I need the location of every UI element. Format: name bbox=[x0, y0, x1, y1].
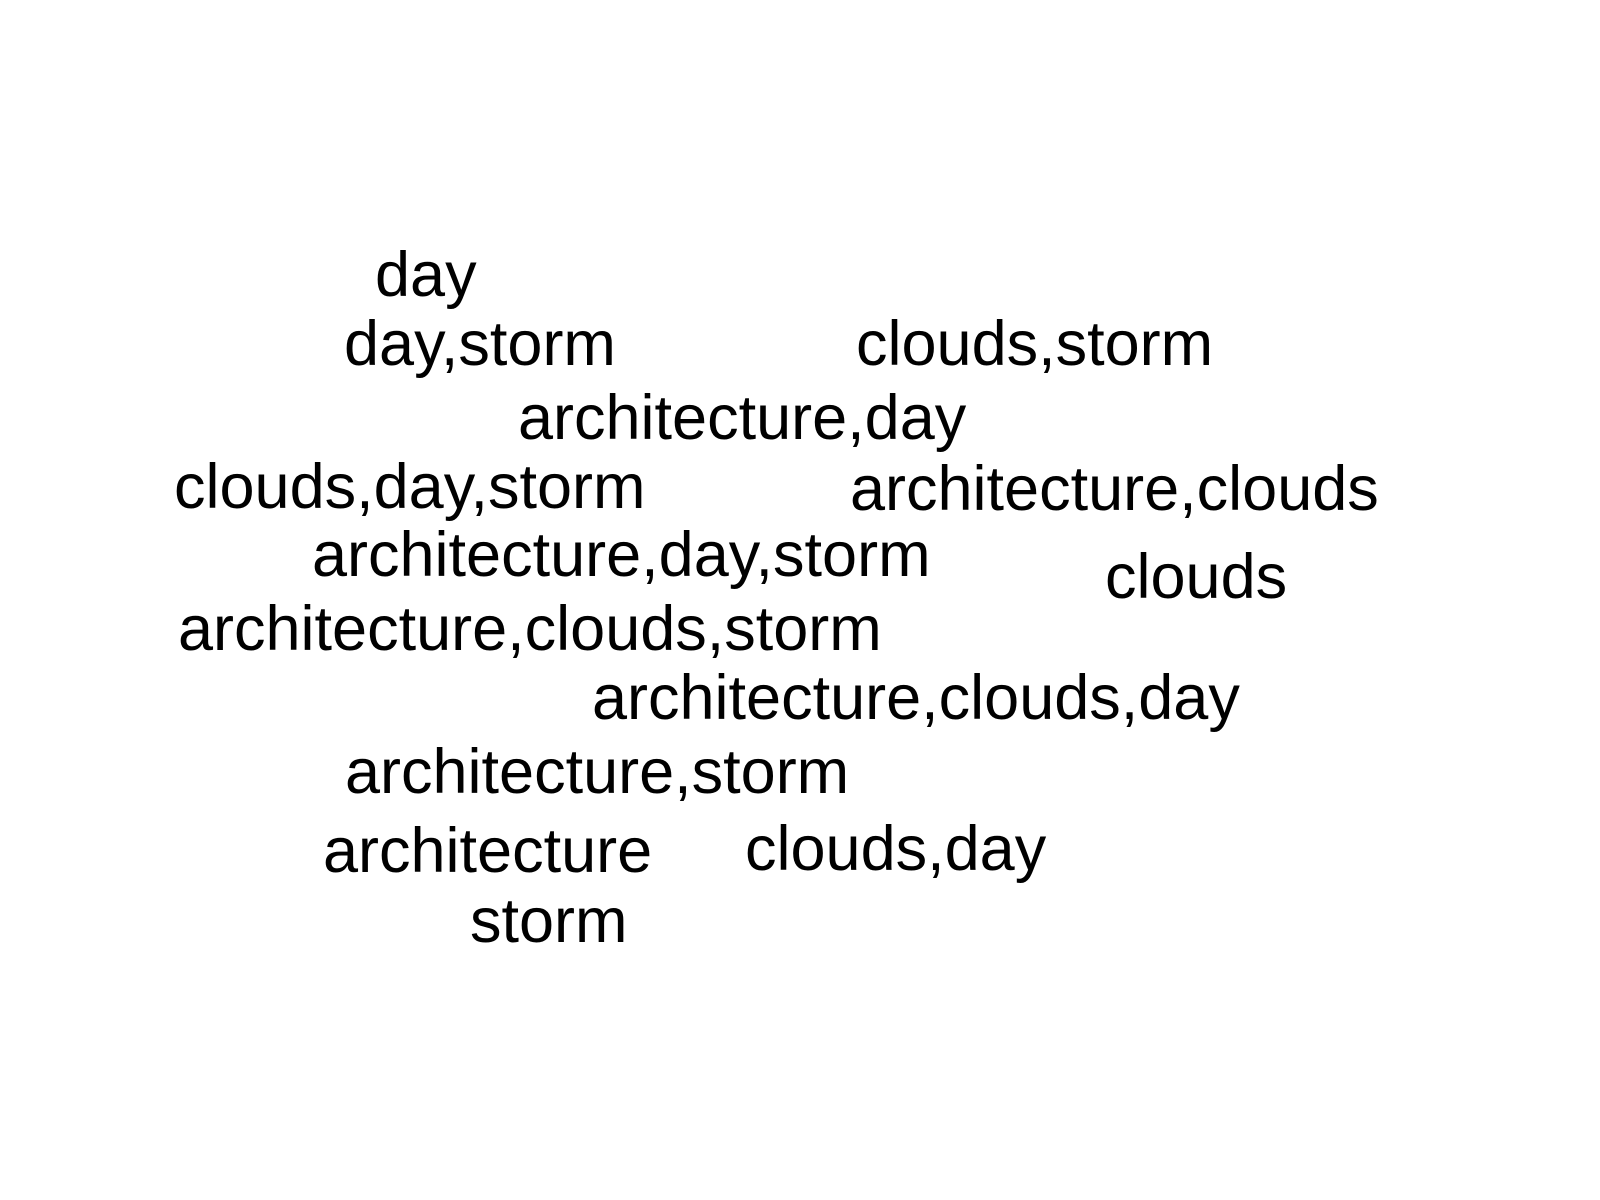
word-architecture-day-storm: architecture,day,storm bbox=[312, 520, 931, 590]
word-architecture-clouds: architecture,clouds bbox=[850, 454, 1379, 524]
word-clouds-day: clouds,day bbox=[745, 814, 1047, 884]
word-clouds-day-storm: clouds,day,storm bbox=[174, 452, 646, 522]
word-architecture-day: architecture,day bbox=[518, 383, 967, 453]
word-clouds: clouds bbox=[1105, 542, 1288, 612]
word-architecture-storm: architecture,storm bbox=[345, 737, 850, 807]
word-architecture-clouds-storm: architecture,clouds,storm bbox=[178, 594, 882, 664]
word-architecture-clouds-day: architecture,clouds,day bbox=[592, 663, 1240, 733]
word-day: day bbox=[375, 240, 477, 310]
word-storm: storm bbox=[470, 886, 628, 956]
word-architecture: architecture bbox=[323, 816, 653, 886]
word-day-storm: day,storm bbox=[344, 309, 616, 379]
word-clouds-storm: clouds,storm bbox=[856, 309, 1214, 379]
